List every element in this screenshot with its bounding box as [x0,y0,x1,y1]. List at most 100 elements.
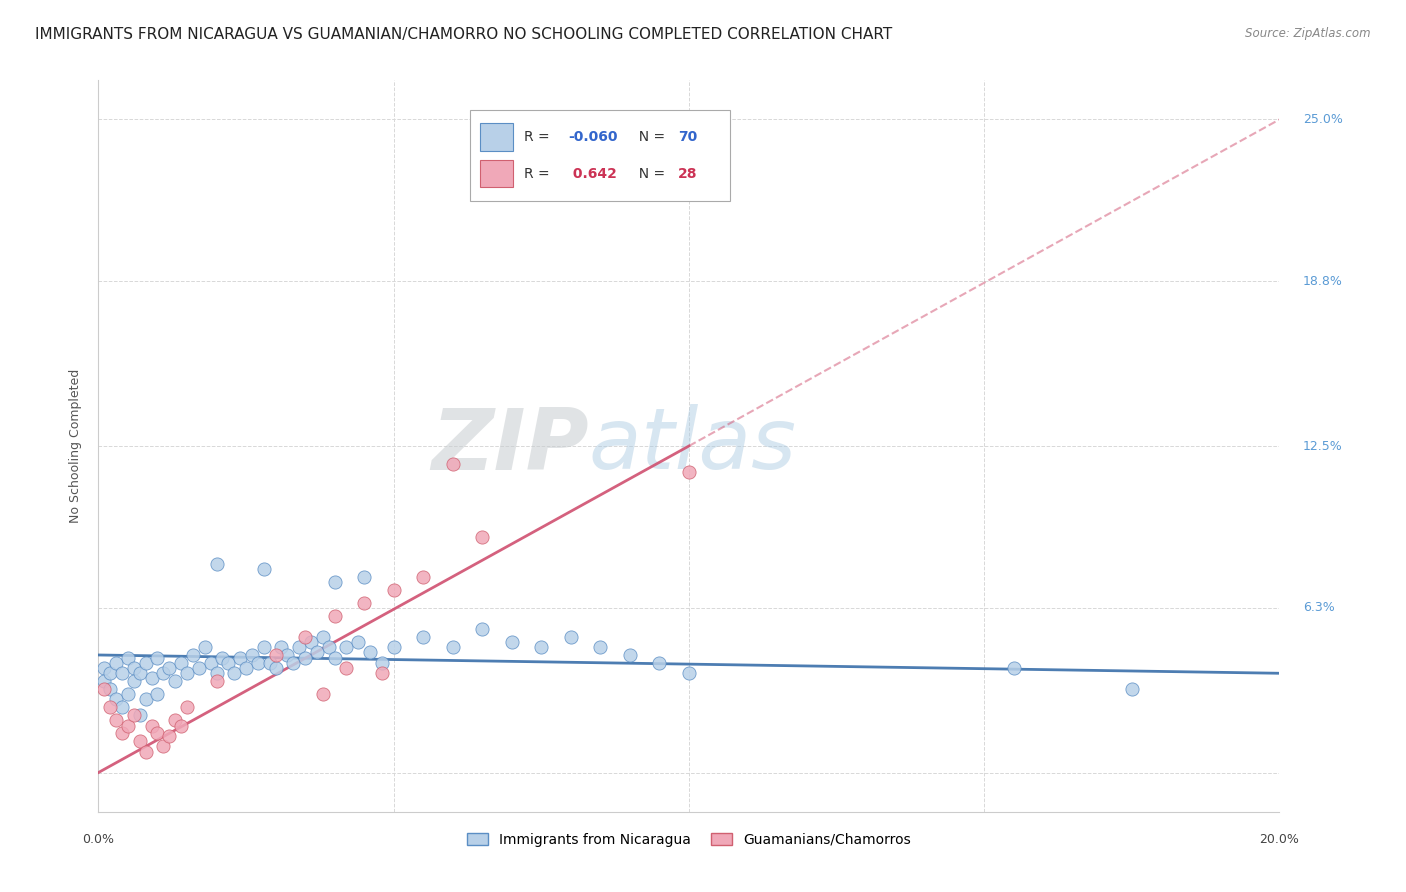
Point [146,687,169,701]
Point [299,635,322,649]
Point [117,687,139,701]
Point [98,681,121,696]
Point [323,608,346,623]
Point [205,557,228,571]
Point [176,700,198,714]
Text: IMMIGRANTS FROM NICARAGUA VS GUAMANIAN/CHAMORRO NO SCHOOLING COMPLETED CORRELATI: IMMIGRANTS FROM NICARAGUA VS GUAMANIAN/C… [35,27,893,42]
Point [382,582,405,597]
Text: Source: ZipAtlas.com: Source: ZipAtlas.com [1246,27,1371,40]
Point [294,650,316,665]
Point [105,714,128,728]
Point [323,650,346,665]
Text: 25.0%: 25.0% [1303,113,1343,126]
Text: atlas: atlas [589,404,797,488]
Point [283,656,305,670]
Point [93,674,115,689]
Point [678,666,700,681]
Text: 20.0%: 20.0% [1260,832,1299,846]
Point [353,569,375,583]
Point [589,640,612,655]
Point [235,661,257,675]
Point [323,574,346,589]
Point [312,687,335,701]
Point [146,650,169,665]
Y-axis label: No Schooling Completed: No Schooling Completed [69,369,83,523]
Point [224,666,246,681]
FancyBboxPatch shape [471,110,730,201]
Point [648,656,671,670]
Point [312,630,335,644]
Point [264,661,287,675]
Point [141,672,163,686]
Legend: Immigrants from Nicaragua, Guamanians/Chamorros: Immigrants from Nicaragua, Guamanians/Ch… [461,827,917,853]
Point [105,692,128,706]
Point [471,622,494,636]
Text: ZIP: ZIP [430,404,589,488]
Point [294,630,316,644]
Point [246,656,269,670]
Point [441,640,464,655]
Point [270,640,292,655]
Point [111,726,134,740]
Point [181,648,204,662]
Point [678,465,700,479]
Point [122,674,145,689]
Point [111,666,134,681]
Point [211,650,233,665]
Text: N =: N = [630,130,669,144]
Point [122,708,145,723]
Text: N =: N = [630,167,669,180]
Point [105,656,128,670]
Point [93,681,115,696]
Point [471,530,494,544]
Point [98,700,121,714]
Point [259,656,281,670]
Point [253,562,276,576]
Point [98,666,121,681]
Point [371,666,394,681]
Point [501,635,523,649]
Point [194,640,217,655]
Point [217,656,239,670]
Point [200,656,222,670]
Point [240,648,263,662]
Point [152,666,174,681]
Point [170,718,193,732]
Point [264,648,287,662]
Point [135,745,157,759]
Point [347,635,370,649]
Point [117,718,139,732]
Point [135,656,157,670]
Point [412,630,434,644]
Point [288,640,311,655]
Point [128,666,150,681]
Point [117,650,139,665]
Point [157,729,180,743]
Point [371,656,394,670]
Text: R =: R = [523,167,554,180]
Text: 0.0%: 0.0% [83,832,114,846]
Text: 70: 70 [678,130,697,144]
Point [176,666,198,681]
Point [146,726,169,740]
Point [205,666,228,681]
Point [253,640,276,655]
Point [205,674,228,689]
Point [441,458,464,472]
Point [619,648,641,662]
Point [412,569,434,583]
Point [128,708,150,723]
Point [157,661,180,675]
Point [1002,661,1025,675]
Point [165,714,187,728]
Point [359,645,381,659]
Point [305,645,328,659]
Point [560,630,582,644]
Point [353,596,375,610]
Point [530,640,553,655]
Point [318,640,340,655]
Point [111,700,134,714]
Point [1121,681,1143,696]
Point [276,648,298,662]
Point [335,640,357,655]
